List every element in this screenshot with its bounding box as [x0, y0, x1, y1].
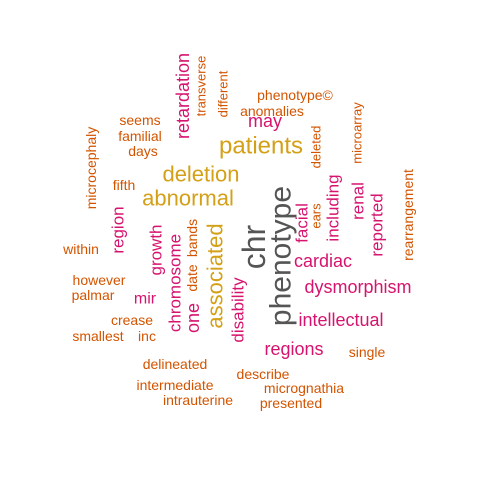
word-facial: facial [293, 203, 312, 243]
word-retardation: retardation [173, 53, 193, 139]
word-seems: seems [119, 112, 160, 128]
word-one: one [183, 303, 203, 333]
word-microarray: microarray [350, 102, 365, 164]
word-transverse: transverse [194, 56, 209, 117]
word-including: including [324, 174, 343, 241]
word-however: however [73, 272, 126, 288]
word-deleted: deleted [309, 126, 324, 169]
word-regions: regions [264, 339, 323, 359]
word-mir: mir [134, 291, 157, 308]
word-disability: disability [229, 277, 248, 343]
word-cardiac: cardiac [294, 251, 352, 271]
word-associated: associated [203, 223, 228, 328]
word-microcephaly: microcephaly [83, 127, 99, 209]
word-micrognathia: micrognathia [264, 380, 344, 396]
word-familial: familial [118, 128, 162, 144]
word-smallest: smallest [72, 328, 123, 344]
word-palmar: palmar [72, 287, 115, 303]
word-phenotype: phenotype© [257, 87, 333, 103]
word-chromosome: chromosome [166, 234, 185, 332]
word-growth: growth [147, 224, 166, 275]
word-delineated: delineated [143, 356, 208, 372]
word-region: region [109, 206, 128, 253]
word-dysmorphism: dysmorphism [304, 277, 411, 297]
word-patients: patients [219, 133, 303, 160]
word-date: date [184, 264, 200, 291]
word-ears: ears [309, 203, 324, 229]
word-anomalies: anomalies [240, 103, 304, 119]
word-presented: presented [260, 395, 322, 411]
word-describe: describe [237, 366, 290, 382]
word-abnormal: abnormal [142, 186, 234, 211]
word-within: within [62, 241, 99, 257]
word-reported: reported [368, 193, 387, 256]
word-intermediate: intermediate [136, 377, 213, 393]
word-days: days [128, 143, 158, 159]
word-intellectual: intellectual [298, 310, 383, 330]
word-crease: crease [111, 312, 153, 328]
word-intrauterine: intrauterine [163, 392, 233, 408]
word-single: single [349, 344, 386, 360]
word-different: different [216, 70, 231, 117]
word-deletion: deletion [162, 162, 239, 187]
word-inc: inc [138, 328, 156, 344]
word-fifth: fifth [113, 177, 136, 193]
word-phenotype: phenotype [265, 186, 298, 326]
word-chr: chr [236, 224, 272, 269]
word-may: may [248, 111, 282, 131]
word-renal: renal [349, 182, 368, 220]
word-bands: bands [184, 219, 200, 257]
word-rearrangement: rearrangement [400, 169, 416, 261]
